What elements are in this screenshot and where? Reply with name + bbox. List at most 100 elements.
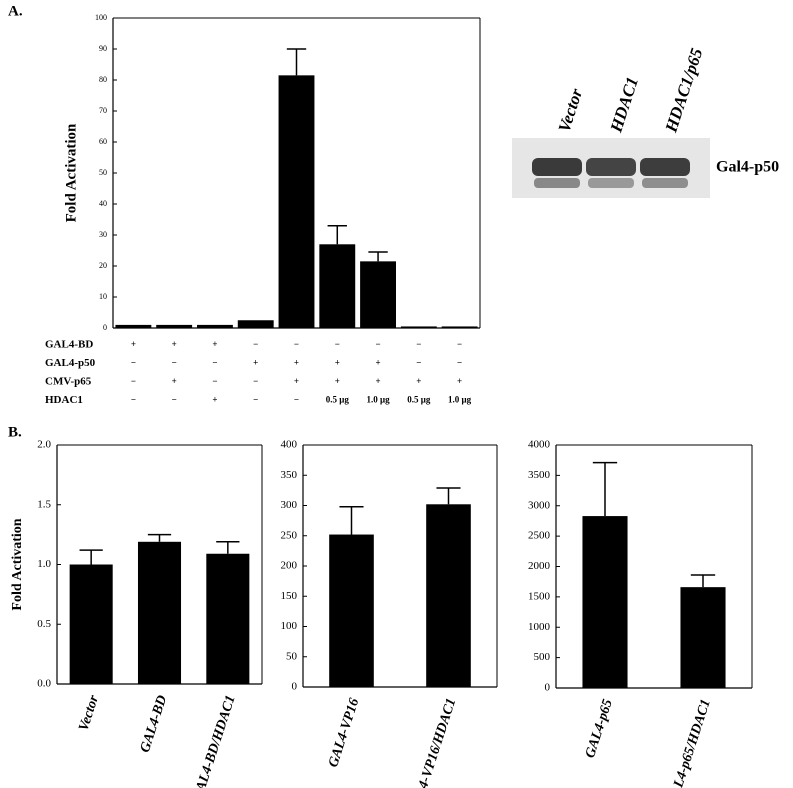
y-tick-label: 3000 bbox=[528, 499, 551, 511]
y-tick-label: 0 bbox=[545, 682, 551, 694]
y-tick-label: 2000 bbox=[528, 560, 551, 572]
condition-mark: − bbox=[212, 376, 217, 386]
condition-mark: − bbox=[212, 358, 217, 368]
y-tick-label: 90 bbox=[99, 44, 107, 53]
y-tick-label: 1.0 bbox=[37, 558, 51, 570]
condition-mark: − bbox=[131, 395, 136, 405]
lane-label: HDAC1/p65 bbox=[661, 45, 706, 135]
y-tick-label: 350 bbox=[281, 469, 298, 481]
y-tick-label: 20 bbox=[99, 261, 107, 270]
western-blot: Vector HDAC1 HDAC1/p65 Gal4-p50 bbox=[512, 45, 779, 198]
y-tick-label: 60 bbox=[99, 137, 107, 146]
condition-mark: + bbox=[416, 376, 421, 386]
y-tick-label: 2500 bbox=[528, 530, 551, 542]
bar bbox=[206, 553, 250, 684]
condition-mark: − bbox=[416, 339, 421, 349]
y-tick-label: 0 bbox=[103, 323, 107, 332]
blot-band bbox=[586, 158, 636, 176]
x-tick-label: Vector bbox=[76, 693, 102, 733]
condition-mark: − bbox=[131, 358, 136, 368]
bar bbox=[278, 75, 315, 328]
y-tick-label: 80 bbox=[99, 75, 107, 84]
condition-mark: − bbox=[294, 395, 299, 405]
y-tick-label: 10 bbox=[99, 292, 107, 301]
y-tick-label: 70 bbox=[99, 106, 107, 115]
condition-mark: + bbox=[212, 395, 217, 405]
y-tick-label: 50 bbox=[286, 650, 298, 662]
y-tick-label: 100 bbox=[95, 13, 107, 22]
y-tick-label: 0.5 bbox=[37, 618, 51, 630]
condition-mark: 0.5 μg bbox=[326, 395, 350, 405]
bar bbox=[115, 324, 152, 328]
condition-label: GAL4-p50 bbox=[45, 357, 96, 369]
panel-label: A. bbox=[8, 3, 23, 19]
condition-mark: − bbox=[172, 358, 177, 368]
condition-label: HDAC1 bbox=[45, 394, 83, 406]
bar bbox=[680, 587, 726, 688]
condition-mark: − bbox=[253, 376, 258, 386]
y-tick-label: 200 bbox=[281, 560, 298, 572]
x-tick-label: GAL4-BD bbox=[138, 694, 171, 755]
condition-mark: − bbox=[253, 339, 258, 349]
lane-label: HDAC1 bbox=[606, 75, 642, 136]
y-tick-label: 0.0 bbox=[37, 678, 51, 690]
x-tick-label: GAL4-VP16/HDAC1 bbox=[407, 697, 459, 788]
y-axis-label: Fold Activation bbox=[10, 518, 25, 610]
condition-mark: − bbox=[172, 395, 177, 405]
condition-mark: 0.5 μg bbox=[407, 395, 431, 405]
bar bbox=[156, 324, 193, 328]
condition-mark: − bbox=[131, 376, 136, 386]
condition-mark: + bbox=[172, 339, 177, 349]
y-tick-label: 400 bbox=[281, 439, 298, 451]
x-tick-label: GAL4-p65 bbox=[583, 698, 616, 760]
condition-mark: 1.0 μg bbox=[367, 395, 391, 405]
x-tick-label: GAL4-BD/HDAC1 bbox=[191, 694, 239, 788]
y-axis-label: Fold Activation bbox=[63, 123, 79, 222]
y-tick-label: 150 bbox=[281, 590, 298, 602]
condition-mark: + bbox=[375, 358, 380, 368]
condition-label: GAL4-BD bbox=[45, 339, 93, 351]
blot-band bbox=[534, 178, 580, 188]
blot-band bbox=[642, 178, 688, 188]
lane-label: Vector bbox=[554, 86, 586, 134]
blot-band bbox=[588, 178, 634, 188]
condition-mark: + bbox=[294, 358, 299, 368]
condition-mark: − bbox=[375, 339, 380, 349]
condition-mark: − bbox=[253, 395, 258, 405]
x-tick-label: GAL4-VP16 bbox=[326, 697, 362, 770]
y-tick-label: 4000 bbox=[528, 439, 551, 451]
y-tick-label: 1500 bbox=[528, 590, 551, 602]
bar bbox=[400, 326, 437, 328]
y-tick-label: 1.5 bbox=[37, 498, 51, 510]
bar bbox=[319, 244, 356, 328]
bar bbox=[329, 534, 374, 687]
blot-band bbox=[532, 158, 582, 176]
y-tick-label: 100 bbox=[281, 620, 298, 632]
bar bbox=[360, 261, 396, 328]
condition-mark: + bbox=[335, 358, 340, 368]
condition-mark: + bbox=[212, 339, 217, 349]
y-tick-label: 500 bbox=[534, 651, 551, 663]
condition-mark: + bbox=[172, 376, 177, 386]
condition-mark: + bbox=[131, 339, 136, 349]
condition-mark: + bbox=[457, 376, 462, 386]
band-label: Gal4-p50 bbox=[716, 159, 779, 176]
bar bbox=[441, 326, 478, 328]
y-tick-label: 300 bbox=[281, 499, 298, 511]
y-tick-label: 1000 bbox=[528, 621, 551, 633]
condition-mark: + bbox=[375, 376, 380, 386]
bar bbox=[69, 564, 113, 684]
bar bbox=[197, 324, 233, 328]
condition-mark: 1.0 μg bbox=[448, 395, 472, 405]
condition-mark: − bbox=[294, 339, 299, 349]
y-tick-label: 50 bbox=[99, 168, 107, 177]
y-tick-label: 2.0 bbox=[37, 439, 51, 451]
bar bbox=[426, 504, 471, 687]
condition-mark: − bbox=[335, 339, 340, 349]
y-tick-label: 40 bbox=[99, 199, 107, 208]
bar bbox=[582, 516, 628, 688]
condition-label: CMV-p65 bbox=[45, 376, 92, 388]
y-tick-label: 30 bbox=[99, 230, 107, 239]
condition-mark: + bbox=[294, 376, 299, 386]
